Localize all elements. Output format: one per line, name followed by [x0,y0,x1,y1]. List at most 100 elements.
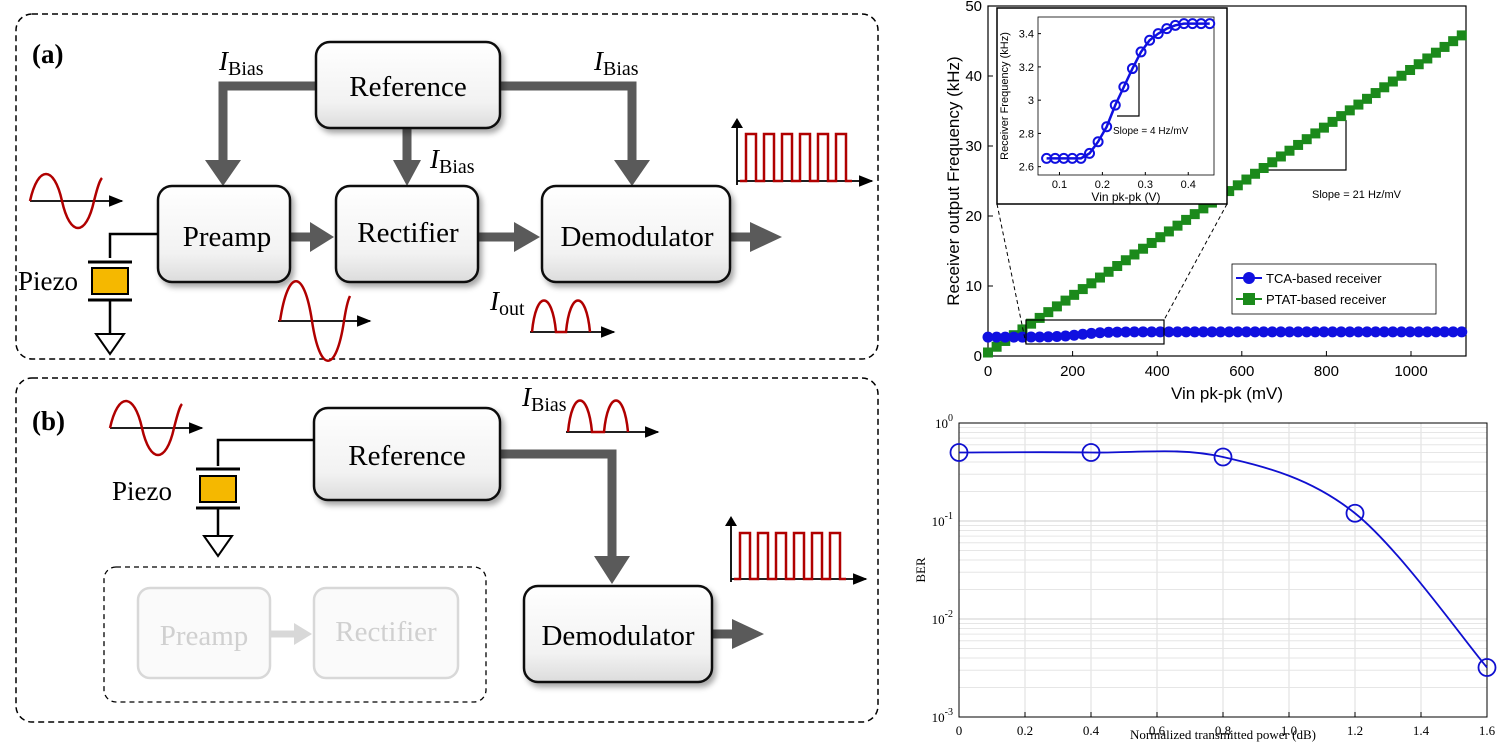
piezo-label-a: Piezo [18,266,78,296]
inset-point [1144,34,1156,46]
sine-wave [28,172,103,230]
panel-a-label: (a) [32,39,63,69]
tca-point [1016,331,1028,343]
ptat-point [1026,318,1037,329]
zoom-region [1025,319,1165,345]
frequency-chart: 0 200 400 600 800 1000 0 10 20 30 40 50 Vin pk-pk (… [944,0,1468,403]
ber-x-tick-label: 1.6 [1479,723,1496,738]
tca-point [1309,326,1321,338]
tca-point [1232,326,1244,338]
input-sine-a [28,172,124,230]
x-tick-label: 1000 [1394,363,1427,380]
square-output-a [731,118,874,187]
tca-point [1154,326,1166,338]
tca-point [1085,327,1097,339]
tca-point [1042,331,1054,343]
ptat-point [1318,122,1329,133]
tca-point [1318,326,1330,338]
main-slope-triangle [1256,120,1347,171]
tca-point [999,331,1011,343]
preamp-label-b: Preamp [160,620,249,652]
inset-y-tick-label: 2.8 [1019,128,1034,140]
rectified-wave-b [566,399,660,438]
ptat-point [1120,255,1131,266]
reference-label-a: Reference [349,71,467,103]
ber-point [1081,443,1101,462]
rectifier-block-a: Rectifier [334,184,480,284]
tca-point [1413,326,1425,338]
svg-text:IBias: IBias [521,382,567,416]
input-sine-b [108,399,204,457]
inset-point [1135,46,1147,58]
ber-chart: 0 0.2 0.4 0.6 0.8 1.0 1.2 1.4 1.6 100 10-1 10-2 10-3… [913,413,1497,742]
ptat-point [1103,266,1114,277]
tca-point [1137,326,1149,338]
panel-b-border [15,377,879,723]
tca-point [1111,326,1123,338]
ber-point [1213,447,1233,467]
tca-point [1395,326,1407,338]
panel-a-arrowheads [205,160,782,252]
ber-xlabel: Normalized transmitted power (dB) [1130,727,1316,742]
ptat-point [1250,168,1261,179]
rectified-wave-a [530,299,616,338]
ptat-point [1181,214,1192,225]
inset-y-tick-label: 3.2 [1019,62,1034,74]
svg-text:Iout: Iout [489,286,525,320]
tca-point [1249,326,1261,338]
tca-point [1344,326,1356,338]
ptat-point [1086,278,1097,289]
tca-point [1206,326,1218,338]
reference-block-a: Reference [314,40,502,130]
ptat-point [1034,312,1045,323]
frequency-chart-ticks: 0 200 400 600 800 1000 0 10 20 30 40 50 [965,0,1427,380]
ptat-point [1413,59,1424,70]
tca-point [991,331,1003,343]
piezo-b: Piezo [112,438,314,558]
tca-point [1361,326,1373,338]
ptat-point [1310,128,1321,139]
ptat-point [1362,93,1373,104]
ptat-point [1258,163,1269,174]
tca-point [1103,326,1115,338]
tca-point [1283,326,1295,338]
legend-tca: TCA-based receiver [1266,271,1382,286]
ptat-point [1387,76,1398,87]
inset-y-tick-label: 3.4 [1019,29,1034,41]
tca-point [1439,326,1451,338]
ber-point [1345,503,1365,523]
demodulator-label-a: Demodulator [560,221,713,253]
ber-x-tick-label: 1.4 [1413,723,1430,738]
ptat-point [1448,36,1459,47]
svg-text:IBias: IBias [429,144,475,178]
preamp-label-a: Preamp [183,221,272,253]
ptat-point [1293,139,1304,150]
inset-point [1101,121,1113,133]
svg-text:IBias: IBias [593,46,639,80]
demodulator-block-a: Demodulator [540,184,732,284]
inset-xlabel: Vin pk-pk (V) [1091,190,1160,204]
ber-x-tick-label: 0 [956,723,963,738]
tca-point [1180,326,1192,338]
panel-a-border [15,13,879,360]
ptat-point [1456,30,1467,41]
ber-x-tick-label: 0.6 [1149,723,1166,738]
tca-point [1008,331,1020,343]
ptat-point [991,341,1002,352]
ptat-point [1060,295,1071,306]
ptat-point [1146,237,1157,248]
bias-label-a-left: IBias [218,46,264,80]
tca-point [1370,326,1382,338]
ber-x-tick-label: 0.2 [1017,723,1033,738]
frequency-chart-ylabel: Receiver output Frequency (kHz) [944,56,963,305]
piezo-label-b: Piezo [112,476,172,506]
tca-point [1094,327,1106,339]
ber-line [958,450,1488,669]
tca-point [1378,326,1390,338]
frequency-chart-xlabel: Vin pk-pk (mV) [1171,384,1283,403]
tca-point [1146,326,1158,338]
ptat-point [1301,134,1312,145]
ptat-point [1232,180,1243,191]
tca-point [1060,330,1072,342]
inset-point [1084,147,1096,159]
